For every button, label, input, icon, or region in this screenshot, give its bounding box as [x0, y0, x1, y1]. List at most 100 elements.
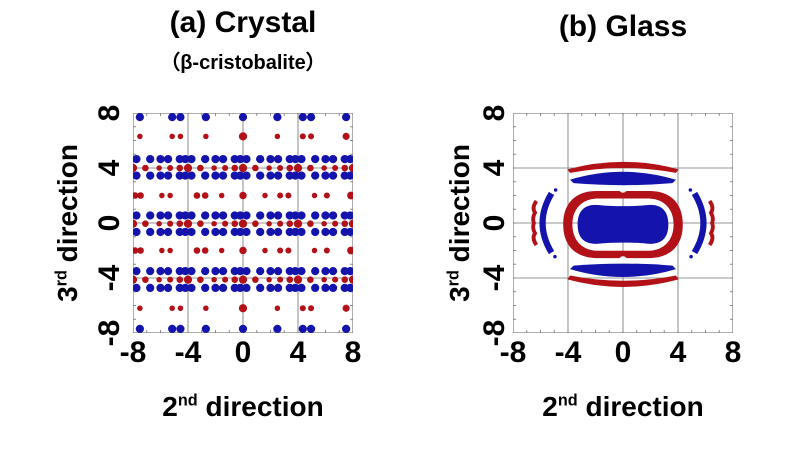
scatter-dot-red	[238, 219, 248, 228]
scatter-dot-red	[239, 191, 247, 200]
scatter-dot-blue	[242, 171, 251, 180]
scatter-dot-blue	[242, 211, 251, 220]
scatter-dot-blue	[236, 211, 245, 220]
ring-notch-top	[618, 184, 628, 193]
scatter-dot-blue	[211, 227, 220, 237]
scatter-dot-red	[137, 192, 144, 199]
scatter-dot-red	[133, 247, 139, 254]
scatter-dot-blue	[256, 227, 265, 237]
scatter-dot-red	[183, 163, 193, 173]
scatter-dot-red	[262, 192, 268, 199]
scatter-dot-red	[133, 275, 138, 284]
x-axis-label-sup: nd	[557, 391, 578, 410]
scatter-dot-blue	[242, 267, 251, 276]
scatter-dot-blue	[156, 227, 165, 237]
scatter-dot-blue	[163, 211, 173, 220]
scatter-dot-blue	[266, 227, 275, 237]
scatter-dot-blue	[146, 283, 155, 293]
scatter-dot-red	[266, 220, 272, 227]
scatter-dot-red	[323, 192, 330, 199]
scatter-dot-blue	[273, 267, 283, 276]
scatter-dot-blue	[146, 211, 155, 220]
scatter-dot-red	[211, 276, 217, 283]
scatter-dot-blue	[311, 211, 320, 220]
scatter-dot-blue	[328, 171, 338, 180]
y-tick-label: 4	[93, 159, 126, 177]
scatter-dot-red	[222, 220, 229, 227]
scatter-dot-red	[347, 246, 353, 255]
scatter-dot-red	[285, 192, 292, 199]
blue-core	[577, 204, 669, 244]
scatter-dot-blue	[181, 211, 190, 220]
x-axis-label-rest: direction	[577, 391, 704, 422]
scatter-dot-red	[231, 164, 239, 172]
scatter-dot-blue	[297, 211, 306, 220]
y-tick-label: -8	[93, 319, 126, 347]
scatter-dot-red	[177, 133, 184, 140]
scatter-dot-blue	[201, 211, 210, 220]
scatter-dot-blue	[273, 154, 283, 164]
scatter-dot-blue	[168, 324, 177, 333]
scatter-dot-blue	[187, 267, 196, 276]
scatter-dot-red	[341, 220, 349, 227]
scatter-dot-red	[286, 220, 294, 227]
scatter-dot-red	[277, 276, 284, 283]
scatter-dot-red	[197, 220, 204, 227]
scatter-dot-blue	[256, 283, 265, 293]
scatter-dot-red	[231, 220, 239, 227]
scatter-dot-blue	[168, 113, 177, 122]
scatter-dot-red	[307, 220, 314, 227]
scatter-dot-red	[169, 133, 175, 140]
scatter-dot-blue	[238, 113, 248, 122]
scatter-dot-blue	[176, 324, 185, 333]
scatter-dot-red	[142, 164, 149, 172]
scatter-dot-red	[156, 276, 162, 283]
scatter-dot-blue	[346, 171, 353, 180]
scatter-dot-blue	[218, 154, 228, 164]
scatter-dot-red	[193, 192, 201, 199]
scatter-dot-blue	[156, 267, 165, 276]
scatter-dot-blue	[187, 283, 196, 293]
scatter-dot-red	[266, 165, 272, 171]
scatter-dot-red	[197, 276, 204, 283]
scatter-dot-red	[342, 132, 350, 140]
scatter-dot-blue	[297, 171, 306, 180]
scatter-dot-red	[201, 192, 209, 199]
scatter-dot-blue	[187, 154, 196, 164]
scatter-dot-red	[262, 247, 268, 254]
x-axis-label-base: 2	[162, 391, 178, 422]
scatter-dot-red	[321, 276, 327, 283]
y-axis-label-sup: rd	[52, 270, 71, 287]
scatter-dot-red	[203, 133, 209, 140]
scatter-dot-red	[285, 247, 292, 254]
scatter-dot-blue	[297, 227, 306, 237]
scatter-dot-red	[307, 164, 314, 172]
scatter-dot-blue	[201, 113, 210, 122]
crystal-plot	[133, 113, 353, 333]
scatter-dot-blue	[163, 283, 173, 293]
y-axis-label-base: 3	[444, 286, 475, 302]
scatter-dot-blue	[181, 267, 190, 276]
scatter-dot-blue	[236, 227, 245, 237]
scatter-dot-red	[274, 305, 281, 311]
scatter-dot-red	[293, 275, 303, 284]
scatter-dot-red	[308, 133, 315, 140]
scatter-dot-red	[286, 164, 294, 172]
scatter-dot-red	[133, 192, 139, 199]
scatter-dot-blue	[242, 154, 251, 164]
scatter-dot-red	[137, 133, 143, 140]
scatter-dot-red	[266, 276, 272, 283]
scatter-dot-blue	[211, 154, 220, 164]
scatter-dot-blue	[342, 113, 351, 122]
scatter-dot-red	[252, 220, 259, 227]
scatter-dot-red	[176, 276, 184, 283]
scatter-dot-blue	[176, 113, 185, 122]
blue-band-bottom	[570, 263, 676, 277]
panel-crystal: (a) Crystal （β-cristobalite） 2nd directi…	[52, 7, 361, 422]
scatter-dot-blue	[201, 283, 210, 293]
scatter-dot-blue	[273, 211, 283, 220]
scatter-dot-blue	[266, 211, 275, 220]
scatter-dot-blue	[346, 154, 353, 164]
scatter-dot-blue	[236, 283, 245, 293]
